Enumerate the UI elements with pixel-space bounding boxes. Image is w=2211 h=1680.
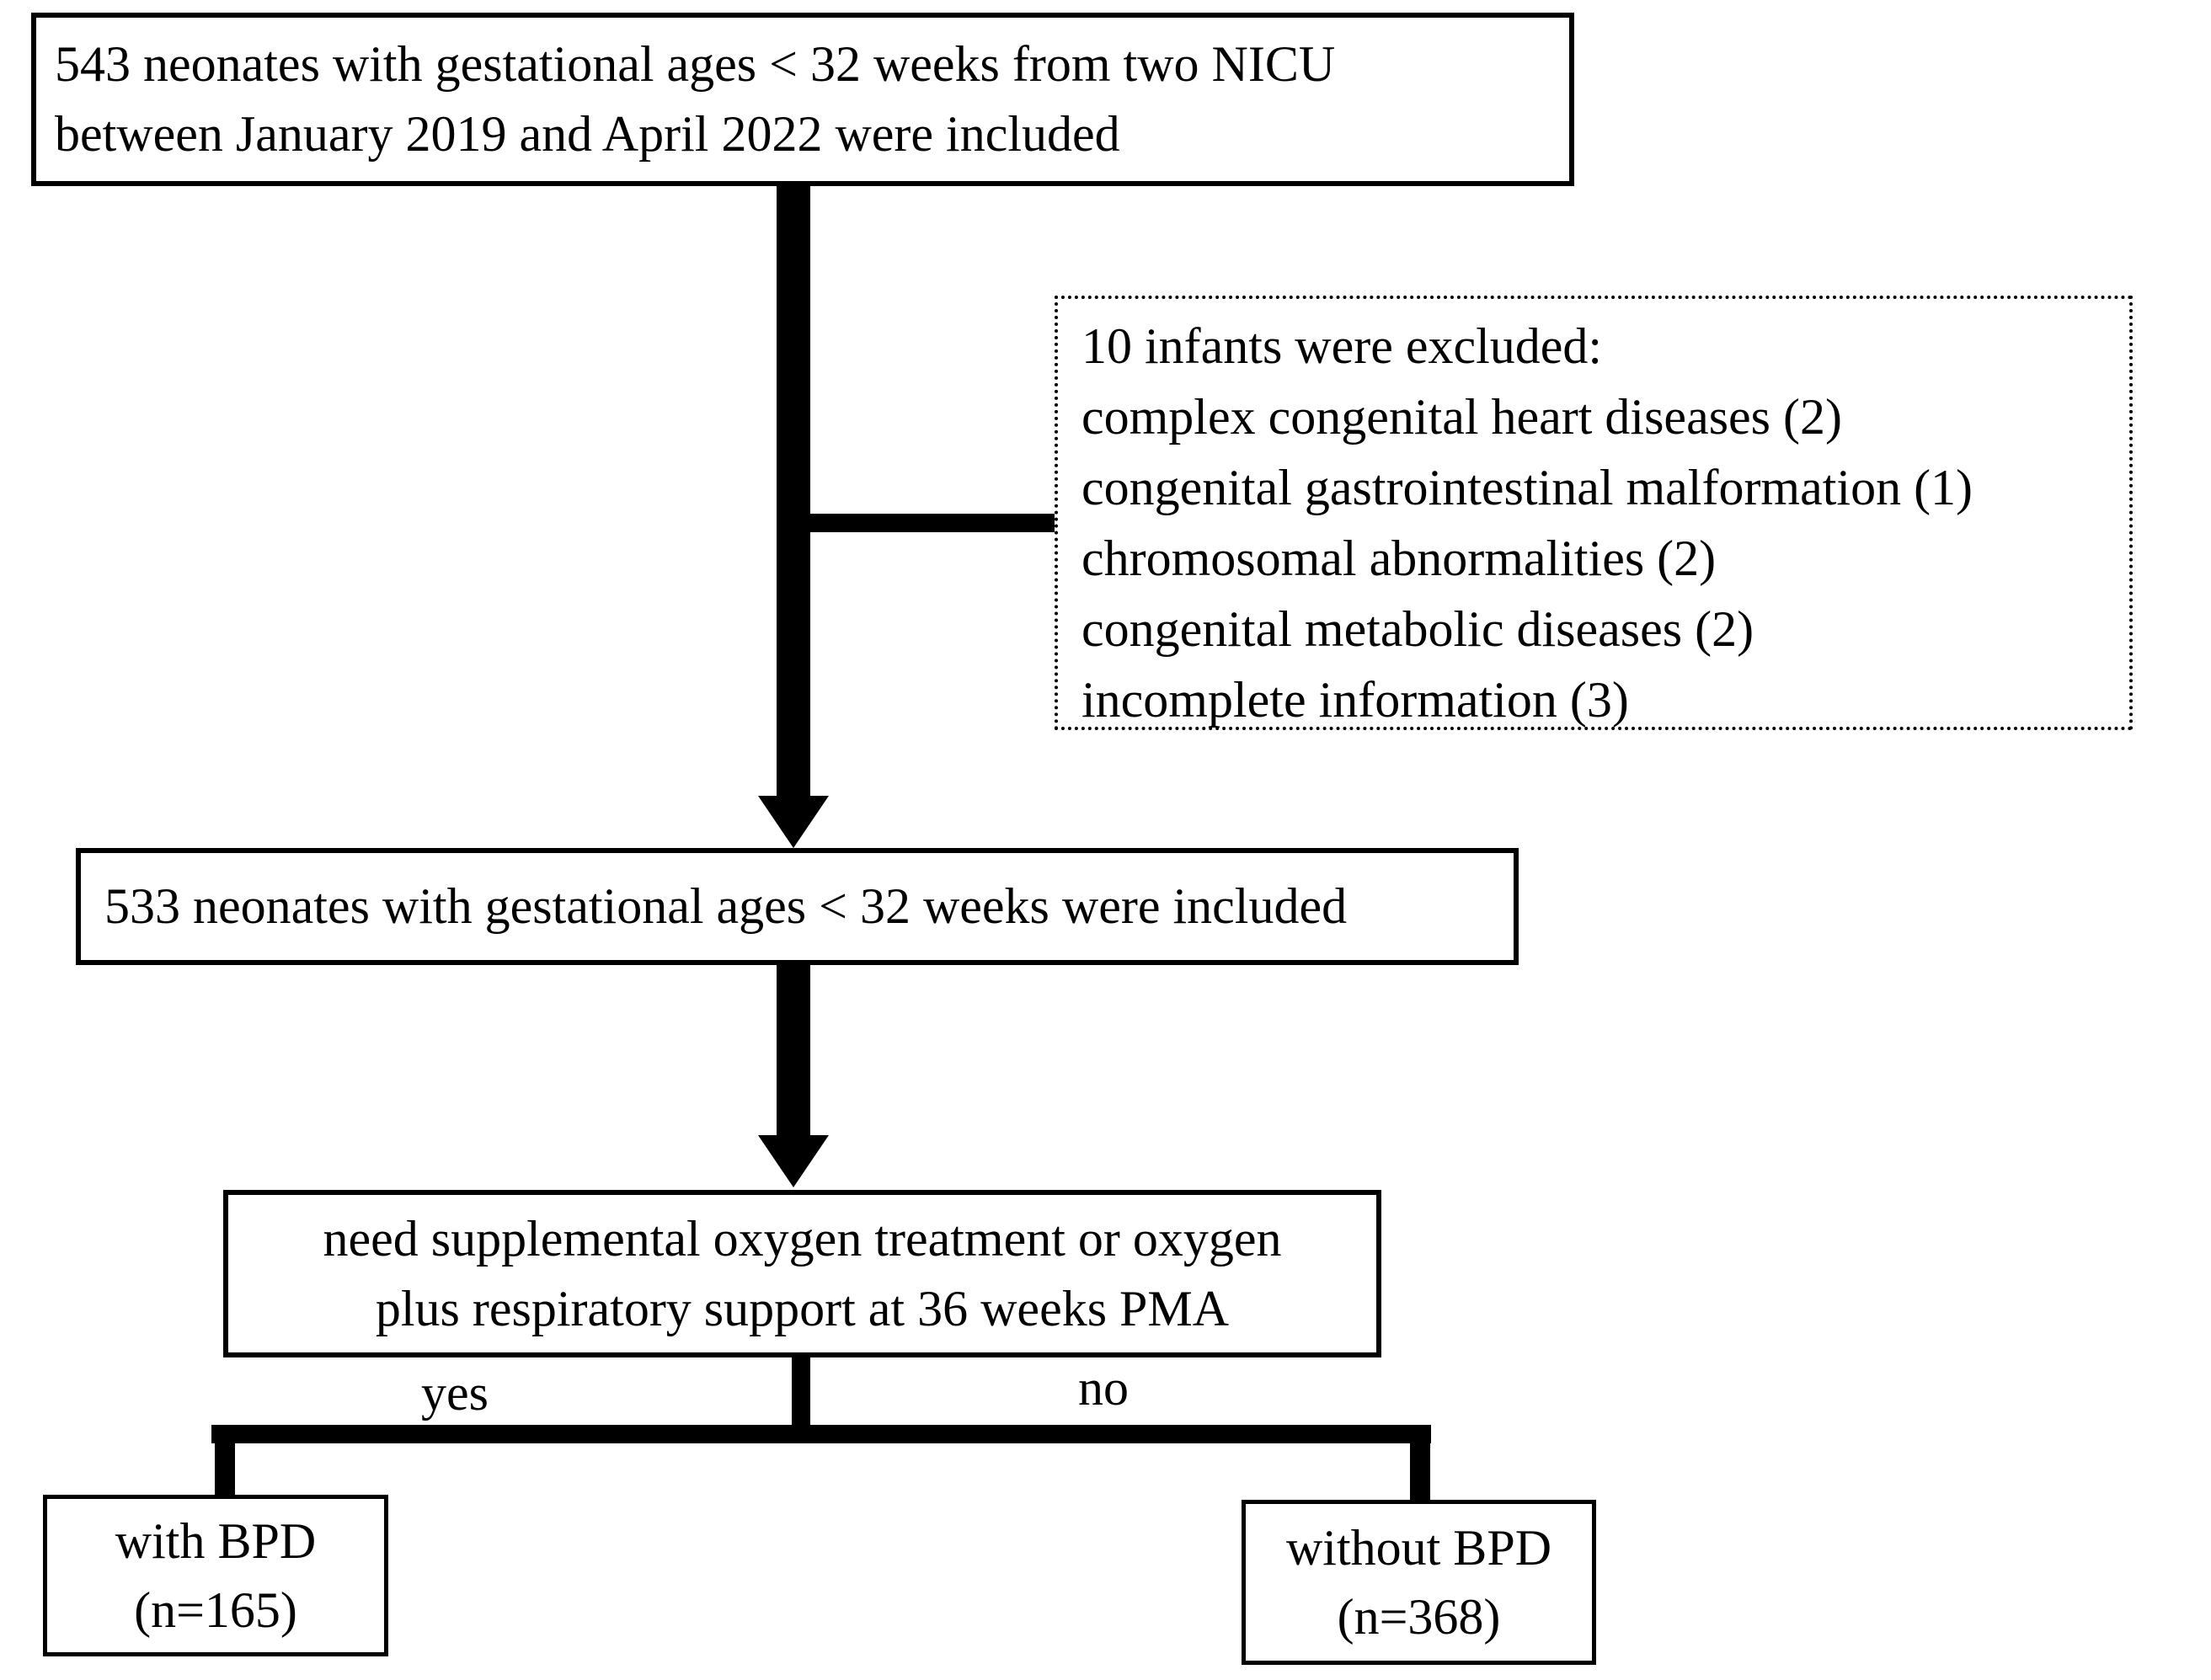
- decision-box-line2: plus respiratory support at 36 weeks PMA: [375, 1280, 1230, 1336]
- arrow-top-to-included-shaft: [777, 185, 810, 797]
- exclusion-box-line3: congenital gastrointestinal malformation…: [1081, 460, 1973, 515]
- arrow-top-to-included-head: [758, 796, 829, 848]
- arrow-included-to-decision-head: [758, 1135, 829, 1187]
- outcome-with-bpd-count: (n=165): [134, 1582, 297, 1638]
- exclusion-box-line1: 10 infants were excluded:: [1081, 318, 1603, 374]
- exclusion-box-line2: complex congenital heart diseases (2): [1081, 389, 1842, 445]
- arrow-included-to-decision-shaft: [777, 963, 810, 1137]
- outcome-without-bpd-box: without BPD (n=368): [1242, 1500, 1596, 1665]
- exclusion-box: 10 infants were excluded: complex congen…: [1055, 296, 2133, 730]
- included-box-text: 533 neonates with gestational ages < 32 …: [104, 878, 1348, 934]
- enrollment-box-line2: between January 2019 and April 2022 were…: [55, 106, 1120, 162]
- branch-drop-left: [215, 1442, 235, 1497]
- branch-bar: [211, 1425, 1431, 1443]
- outcome-with-bpd-line1: with BPD: [115, 1513, 317, 1569]
- exclusion-connector-line: [792, 514, 1056, 532]
- outcome-with-bpd-box: with BPD (n=165): [43, 1495, 388, 1656]
- branch-label-no: no: [1078, 1360, 1129, 1416]
- outcome-without-bpd-line1: without BPD: [1285, 1520, 1552, 1576]
- exclusion-box-line5: congenital metabolic diseases (2): [1081, 601, 1754, 657]
- branch-drop-right: [1410, 1442, 1430, 1502]
- outcome-without-bpd-count: (n=368): [1337, 1589, 1501, 1645]
- exclusion-box-line6: incomplete information (3): [1081, 672, 1629, 728]
- enrollment-box-line1: 543 neonates with gestational ages < 32 …: [55, 36, 1336, 92]
- decision-box: need supplemental oxygen treatment or ox…: [223, 1190, 1381, 1357]
- enrollment-box: 543 neonates with gestational ages < 32 …: [31, 13, 1574, 186]
- exclusion-box-line4: chromosomal abnormalities (2): [1081, 531, 1717, 586]
- branch-label-yes: yes: [421, 1365, 489, 1421]
- decision-box-line1: need supplemental oxygen treatment or ox…: [323, 1210, 1282, 1267]
- branch-stem: [792, 1354, 810, 1428]
- included-box: 533 neonates with gestational ages < 32 …: [76, 848, 1519, 965]
